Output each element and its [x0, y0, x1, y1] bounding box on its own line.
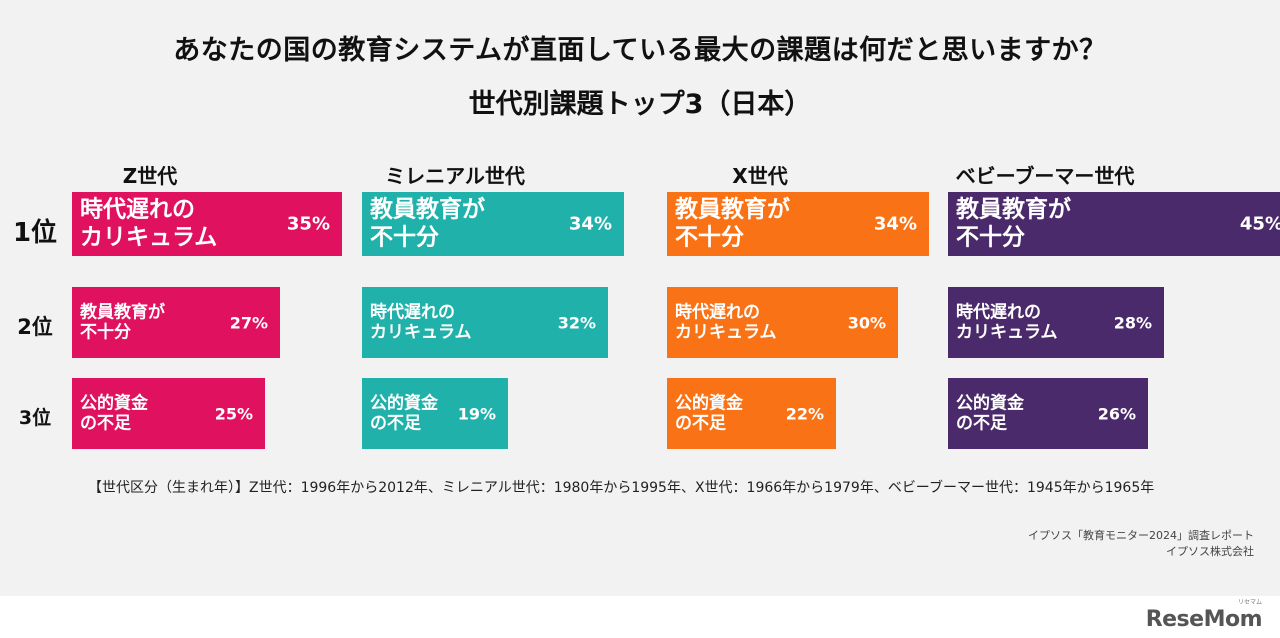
bar-label-line: の不足 [675, 413, 726, 434]
bar-label: 公的資金 の不足 [370, 393, 438, 434]
bar-label-line: カリキュラム [675, 322, 777, 343]
bar-label-line: の不足 [80, 413, 131, 434]
bar-label-line: 教員教育が [956, 196, 1071, 223]
source-report: イプソス「教育モニター2024」調査レポート [1028, 529, 1254, 542]
bar: 公的資金 の不足 26% [948, 378, 1148, 449]
bar-label: 時代遅れの カリキュラム [370, 302, 472, 343]
bar: 時代遅れの カリキュラム 32% [362, 287, 608, 358]
bar-label-line: 時代遅れの [956, 302, 1041, 323]
bar-label-line: 公的資金 [370, 393, 438, 414]
bar-label-line: 教員教育が [370, 196, 485, 223]
bar-value-label: 19% [457, 404, 496, 423]
bar-label-line: 時代遅れの [675, 302, 760, 323]
rank-label-3: 3位 [18, 407, 52, 429]
rank-label-2: 2位 [17, 315, 53, 339]
chart-title: あなたの国の教育システムが直面している最大の課題は何だと思いますか？ [173, 35, 1107, 66]
bar-label-line: 不十分 [80, 322, 131, 343]
bar: 教員教育が 不十分 34% [362, 192, 624, 256]
bar-label: 教員教育が 不十分 [370, 196, 485, 251]
bar-label-line: カリキュラム [370, 322, 472, 343]
resemom-logo: ReseMom [1145, 607, 1263, 632]
bar-label: 時代遅れの カリキュラム [675, 302, 777, 343]
source-company: イプソス株式会社 [1166, 545, 1254, 558]
bar-label-line: の不足 [370, 413, 421, 434]
bar-value-label: 34% [568, 213, 612, 235]
bar-label: 時代遅れの カリキュラム [80, 196, 217, 251]
bar: 時代遅れの カリキュラム 30% [667, 287, 898, 358]
bar-value-label: 27% [229, 313, 268, 332]
bar-value-label: 22% [785, 404, 824, 423]
bar: 教員教育が 不十分 34% [667, 192, 929, 256]
bar-label-line: 不十分 [956, 224, 1025, 250]
bar-value-label: 32% [557, 313, 596, 332]
bar-label: 時代遅れの カリキュラム [956, 302, 1058, 343]
bar-label-line: 時代遅れの [370, 302, 455, 323]
bar-label: 教員教育が 不十分 [675, 196, 790, 251]
bar-label-line: カリキュラム [80, 224, 218, 250]
bar-label-line: の不足 [956, 413, 1007, 434]
bar-label-line: 不十分 [370, 224, 439, 250]
bar-label: 教員教育が 不十分 [80, 302, 165, 343]
bar-label: 公的資金 の不足 [956, 393, 1024, 434]
bar-label-line: 時代遅れの [80, 196, 195, 223]
bar-label: 公的資金 の不足 [80, 393, 148, 434]
bar-label-line: 教員教育が [675, 196, 790, 223]
bar-label-line: 公的資金 [675, 393, 743, 414]
bar-value-label: 45% [1239, 213, 1280, 235]
bar-label-line: 公的資金 [956, 393, 1024, 414]
chart-subtitle: 世代別課題トップ3（日本） [468, 89, 812, 120]
bar: 公的資金 の不足 19% [362, 378, 508, 449]
bar: 時代遅れの カリキュラム 28% [948, 287, 1164, 358]
generation-header: Z世代 [122, 164, 178, 188]
bar: 教員教育が 不十分 45% [948, 192, 1280, 256]
bar-value-label: 26% [1097, 404, 1136, 423]
bar-label-line: 不十分 [675, 224, 744, 250]
generation-header: ミレニアル世代 [385, 164, 525, 188]
bar-label-line: カリキュラム [956, 322, 1058, 343]
generation-header: X世代 [732, 164, 788, 188]
bar-label-line: 教員教育が [80, 302, 165, 323]
rank-label-1: 1位 [12, 218, 58, 248]
bar-label: 公的資金 の不足 [675, 393, 743, 434]
bar-value-label: 35% [286, 213, 330, 235]
generation-header: ベビーブーマー世代 [955, 164, 1135, 188]
bar: 公的資金 の不足 25% [72, 378, 265, 449]
bar-value-label: 25% [214, 404, 253, 423]
bar-value-label: 28% [1113, 313, 1152, 332]
bar: 時代遅れの カリキュラム 35% [72, 192, 342, 256]
logo-kana: リセマム [1237, 599, 1262, 606]
bar-label: 教員教育が 不十分 [956, 196, 1071, 251]
generation-note: 【世代区分（生まれ年）】Z世代：1996年から2012年、ミレニアル世代：198… [88, 480, 1155, 496]
bar: 教員教育が 不十分 27% [72, 287, 280, 358]
bar-value-label: 30% [847, 313, 886, 332]
bar-value-label: 34% [873, 213, 917, 235]
bar: 公的資金 の不足 22% [667, 378, 836, 449]
chart-panel: あなたの国の教育システムが直面している最大の課題は何だと思いますか？ 世代別課題… [0, 0, 1280, 596]
bar-label-line: 公的資金 [80, 393, 148, 414]
